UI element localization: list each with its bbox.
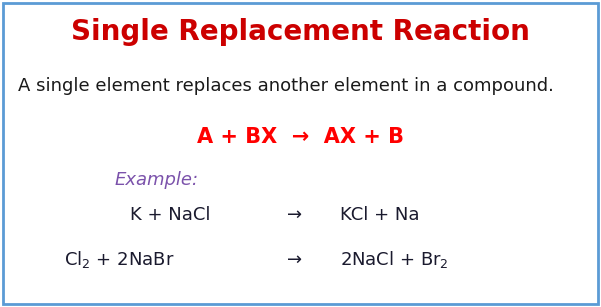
Text: →: → <box>287 251 302 268</box>
Text: KCl + Na: KCl + Na <box>340 206 419 224</box>
Text: A single element replaces another element in a compound.: A single element replaces another elemen… <box>18 77 554 95</box>
Text: A + BX  →  AX + B: A + BX → AX + B <box>197 126 404 147</box>
FancyBboxPatch shape <box>3 3 598 304</box>
Text: K + NaCl: K + NaCl <box>130 206 210 224</box>
Text: →: → <box>287 206 302 224</box>
Text: Single Replacement Reaction: Single Replacement Reaction <box>71 18 530 46</box>
Text: Cl$_2$ + 2NaBr: Cl$_2$ + 2NaBr <box>64 249 174 270</box>
Text: Example:: Example: <box>114 171 198 188</box>
Text: 2NaCl + Br$_2$: 2NaCl + Br$_2$ <box>340 249 448 270</box>
